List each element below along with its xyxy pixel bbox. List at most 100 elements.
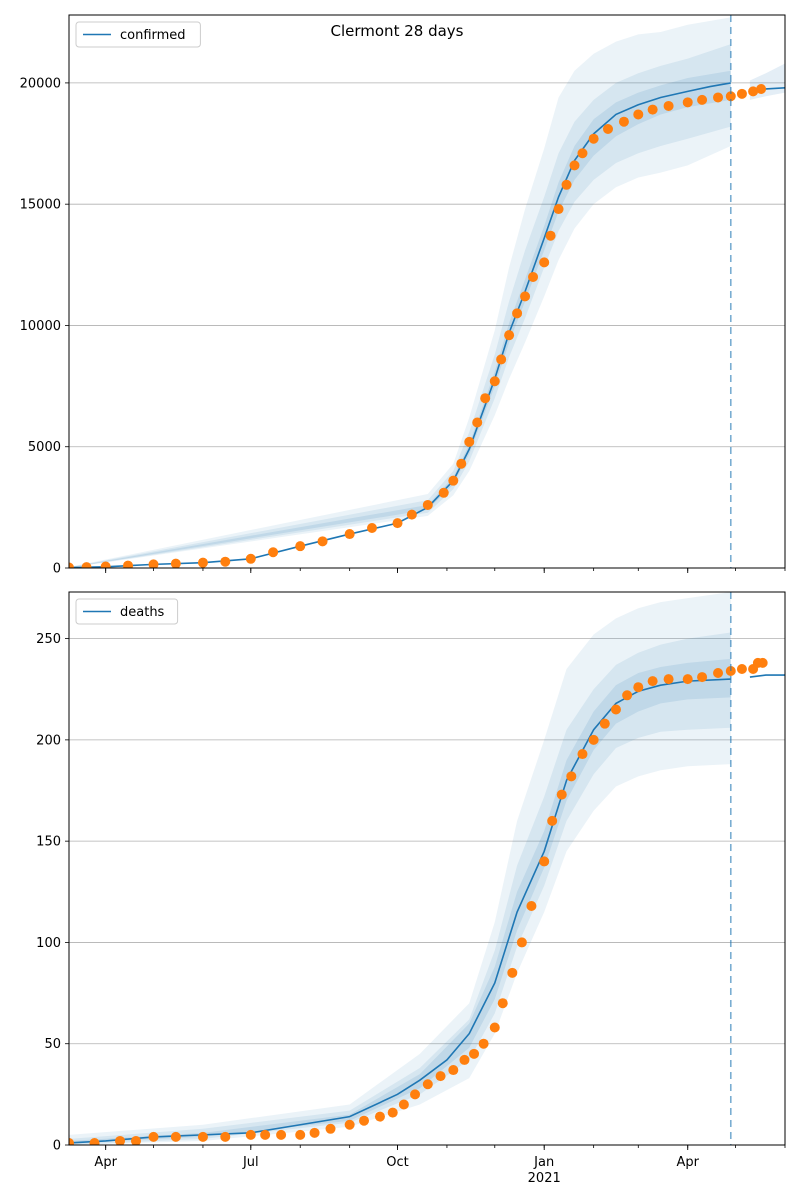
data-point <box>588 133 599 144</box>
data-point <box>577 749 588 760</box>
data-point <box>682 674 693 685</box>
data-point <box>504 330 515 341</box>
data-point <box>422 499 433 510</box>
data-point <box>260 1129 271 1140</box>
data-point <box>566 771 577 782</box>
data-point <box>577 148 588 159</box>
data-point <box>489 1022 500 1033</box>
data-point <box>245 553 256 564</box>
uncertainty-band <box>69 17 731 568</box>
data-point <box>392 518 403 529</box>
uncertainty-band <box>69 632 731 1145</box>
legend-label: deaths <box>120 605 165 620</box>
data-point <box>520 291 531 302</box>
data-point <box>496 354 507 365</box>
y-tick-label: 150 <box>36 835 61 850</box>
data-point <box>507 967 518 978</box>
data-point <box>197 1131 208 1142</box>
data-point <box>547 815 558 826</box>
x-tick-label: Apr <box>94 1155 117 1170</box>
data-point <box>713 92 724 103</box>
data-point <box>309 1127 320 1138</box>
x-tick-year-label: 2021 <box>528 1171 561 1186</box>
data-point <box>756 83 767 94</box>
data-point <box>748 86 759 97</box>
data-point <box>545 230 556 241</box>
data-point <box>148 1131 159 1142</box>
data-point <box>512 308 523 319</box>
figure-title: Clermont 28 days <box>331 22 464 40</box>
data-point <box>170 558 181 568</box>
data-point <box>317 536 328 547</box>
data-point <box>736 88 747 99</box>
x-tick-label: Jul <box>242 1155 259 1170</box>
data-point <box>197 557 208 568</box>
data-point <box>295 541 306 552</box>
y-tick-label: 0 <box>53 562 61 577</box>
data-point <box>610 704 621 715</box>
data-point <box>464 436 475 447</box>
data-point <box>406 509 417 520</box>
data-point <box>618 116 629 127</box>
data-point <box>663 100 674 111</box>
data-point <box>736 663 747 674</box>
data-point <box>81 562 92 568</box>
data-point <box>387 1107 398 1118</box>
plot-area <box>69 592 785 1145</box>
legend-box <box>75 598 179 625</box>
data-point <box>220 556 231 567</box>
data-point <box>469 1048 480 1059</box>
data-point <box>115 1135 126 1145</box>
data-point <box>69 1137 74 1145</box>
data-point <box>663 674 674 685</box>
data-point <box>435 1071 446 1082</box>
data-point <box>497 998 508 1009</box>
data-point <box>647 676 658 687</box>
data-point <box>478 1038 489 1049</box>
data-point <box>489 376 500 387</box>
data-point <box>647 104 658 115</box>
data-point <box>713 668 724 679</box>
data-point <box>366 522 377 533</box>
legend: deaths <box>75 598 179 625</box>
y-tick-label: 20000 <box>20 76 61 91</box>
data-point <box>359 1115 370 1126</box>
data-point <box>148 559 159 568</box>
data-point <box>422 1079 433 1090</box>
y-tick-label: 10000 <box>20 319 61 334</box>
data-point <box>123 560 134 568</box>
data-point <box>539 856 550 867</box>
confirmed-panel: 0 5000 10000 15000 20000 confirmed <box>20 14 786 577</box>
data-point <box>170 1131 181 1142</box>
data-point <box>633 682 644 693</box>
uncertainty-band <box>69 44 731 568</box>
legend-box <box>75 21 201 48</box>
uncertainty-band <box>69 658 731 1143</box>
series-line-deaths <box>749 674 785 678</box>
y-tick-label: 200 <box>36 733 61 748</box>
data-point <box>325 1123 336 1134</box>
data-point <box>374 1111 385 1122</box>
data-point <box>725 91 736 102</box>
y-tick-label: 15000 <box>20 198 61 213</box>
data-point <box>130 1135 141 1145</box>
data-point <box>553 204 564 215</box>
data-point <box>459 1054 470 1065</box>
x-tick-label: Oct <box>386 1155 408 1170</box>
uncertainty-band <box>69 70 731 568</box>
data-point <box>599 718 610 729</box>
data-point <box>472 417 483 428</box>
data-point <box>569 160 580 171</box>
data-point <box>622 690 633 701</box>
data-point <box>526 900 537 911</box>
data-point <box>697 94 708 105</box>
data-point <box>561 179 572 190</box>
uncertainty-band <box>69 592 731 1145</box>
data-point <box>276 1129 287 1140</box>
data-point <box>438 487 449 498</box>
plot-area <box>69 17 785 568</box>
data-point <box>344 1119 355 1130</box>
data-point <box>448 1065 459 1076</box>
